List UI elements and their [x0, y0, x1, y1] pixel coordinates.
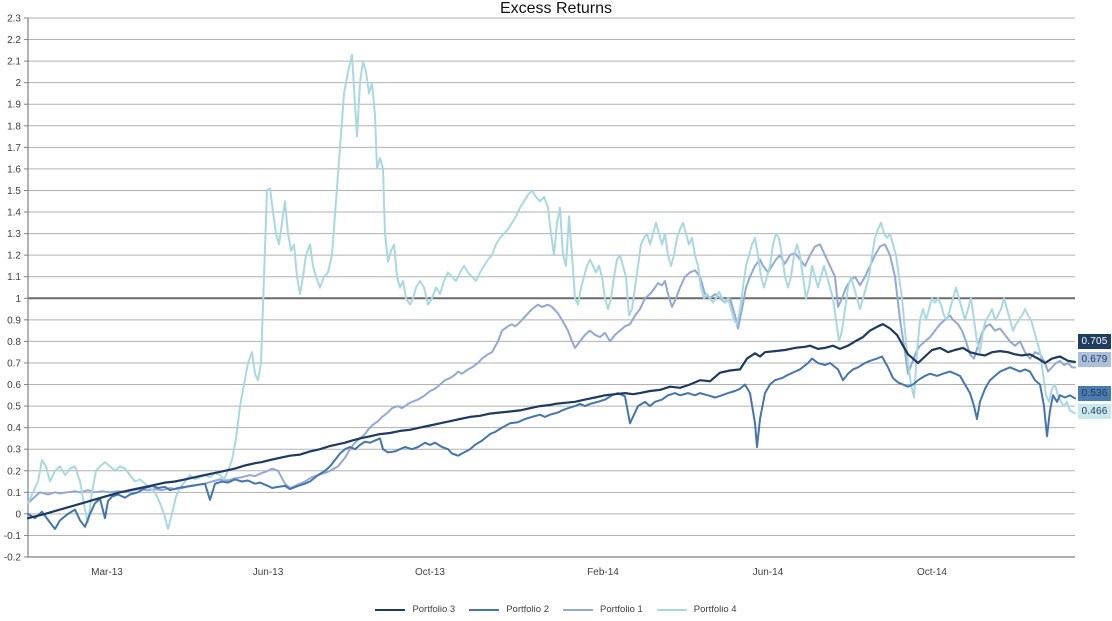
y-tick-label: 0.6: [7, 380, 21, 391]
x-tick-label: Oct-14: [917, 567, 947, 578]
legend-swatch: [469, 608, 500, 611]
legend-label: Portfolio 4: [693, 604, 737, 615]
y-tick-label: 0.8: [7, 337, 21, 348]
y-tick-label: 1.3: [7, 229, 21, 240]
end-label-portfolio-4: 0.466: [1078, 404, 1111, 420]
chart-legend: Portfolio 3 Portfolio 2 Portfolio 1 Portfol…: [0, 604, 1112, 615]
legend-label: Portfolio 2: [506, 604, 549, 615]
y-tick-label: 2.3: [7, 14, 21, 25]
y-tick-label: 1.4: [7, 208, 21, 219]
series-line-portfolio-3: [26, 323, 1077, 520]
y-tick-label: -0.2: [4, 553, 22, 564]
series-line-portfolio-1: [27, 243, 1076, 505]
y-tick-label: 1.6: [7, 164, 21, 175]
legend-swatch: [656, 608, 687, 611]
y-tick-label: 1.8: [7, 121, 21, 132]
legend-item-portfolio-4: Portfolio 4: [656, 604, 737, 615]
y-tick-label: 1.2: [7, 251, 21, 262]
x-tick-label: Jun-13: [253, 567, 284, 578]
end-label-portfolio-3: 0.705: [1078, 333, 1111, 349]
x-tick-label: Oct-13: [415, 567, 445, 578]
end-label-portfolio-2: 0.536: [1078, 386, 1111, 402]
y-tick-label: 0.9: [7, 315, 21, 326]
y-tick-label: 0.2: [7, 466, 21, 477]
series-line-portfolio-2: [27, 355, 1076, 530]
legend-label: Portfolio 3: [412, 604, 456, 615]
legend-label: Portfolio 1: [600, 604, 643, 615]
x-tick-label: Jun-14: [753, 567, 784, 578]
legend-swatch: [563, 608, 593, 611]
y-tick-label: 0.3: [7, 445, 21, 456]
legend-item-portfolio-3: Portfolio 3: [375, 604, 455, 615]
y-tick-label: 0.1: [7, 488, 21, 499]
y-tick-label: 1.1: [7, 272, 21, 283]
x-tick-label: Feb-14: [587, 567, 619, 578]
y-tick-label: 1.7: [7, 143, 21, 154]
legend-item-portfolio-2: Portfolio 2: [469, 604, 549, 615]
x-tick-label: Mar-13: [91, 567, 123, 578]
y-tick-label: 0.4: [7, 423, 21, 434]
y-tick-label: 1.5: [7, 186, 21, 197]
y-tick-label: 2.2: [7, 35, 21, 46]
y-tick-label: 0.5: [7, 402, 21, 413]
y-tick-label: 2: [15, 78, 21, 89]
y-tick-label: 0.7: [7, 358, 21, 369]
legend-item-portfolio-1: Portfolio 1: [563, 604, 643, 615]
legend-swatch: [375, 608, 406, 611]
y-tick-label: 2.1: [7, 57, 21, 68]
y-tick-label: -0.1: [4, 531, 22, 542]
series-line-portfolio-4: [27, 53, 1076, 530]
y-tick-label: 1: [15, 294, 21, 305]
y-tick-label: 0: [15, 509, 21, 520]
end-label-portfolio-1: 0.679: [1078, 352, 1111, 368]
chart-title: Excess Returns: [499, 0, 613, 17]
y-tick-label: 1.9: [7, 100, 21, 111]
